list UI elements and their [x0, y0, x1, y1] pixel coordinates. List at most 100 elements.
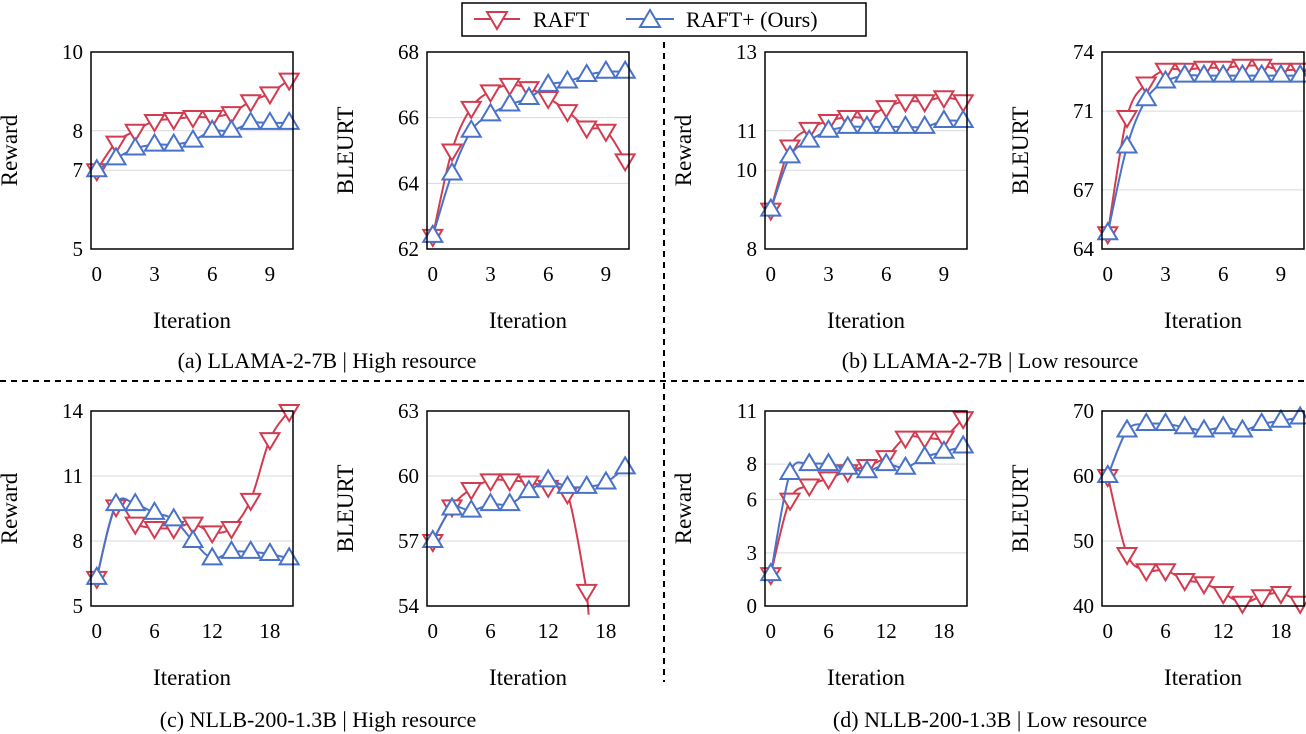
x-tick-label: 0 [428, 262, 439, 286]
y-tick-label: 11 [737, 399, 757, 423]
y-tick-label: 70 [1073, 399, 1094, 423]
x-tick-label: 12 [876, 619, 897, 643]
data-point-raftplus [778, 144, 802, 164]
plot-frame [764, 51, 968, 250]
plot-frame [426, 410, 630, 607]
y-tick-label: 7 [73, 158, 84, 182]
y-tick-label: 64 [398, 171, 420, 195]
data-point-raftplus [1096, 221, 1120, 241]
x-axis-label: Iteration [153, 308, 231, 333]
y-tick-label: 50 [1073, 529, 1094, 553]
chart-b-reward: 8 10 11 13 0 3 6 9 Iteration Reward [671, 40, 975, 333]
data-point-raft [536, 90, 560, 110]
y-axis-label: BLEURT [1008, 106, 1033, 194]
x-tick-label: 12 [538, 619, 559, 643]
y-tick-label: 74 [1073, 40, 1095, 64]
x-axis-label: Iteration [489, 308, 567, 333]
data-point-raft [1115, 547, 1139, 566]
series-line-raft [769, 417, 964, 575]
data-point-raftplus [440, 161, 464, 181]
x-tick-label: 18 [595, 619, 616, 643]
data-point-raftplus [181, 529, 205, 548]
data-point-raftplus [479, 492, 502, 512]
data-point-raft [594, 123, 618, 143]
plot-frame [90, 51, 294, 250]
data-point-raftplus [162, 507, 185, 527]
data-point-raft [181, 516, 205, 536]
y-tick-label: 5 [73, 237, 84, 261]
y-tick-label: 60 [1073, 464, 1094, 488]
data-point-raftplus [1154, 69, 1177, 89]
data-point-raftplus [459, 118, 483, 138]
data-point-raftplus [239, 539, 262, 559]
data-point-raft [498, 77, 521, 97]
data-point-raftplus [932, 108, 956, 128]
data-point-raft [277, 404, 301, 423]
y-tick-label: 62 [398, 237, 419, 261]
data-point-raft [575, 120, 598, 140]
data-point-raftplus [778, 461, 802, 481]
x-tick-label: 0 [92, 262, 103, 286]
data-point-raftplus [104, 492, 128, 512]
chart-b-bleurt: 64 67 71 74 0 3 6 9 Iteration BLEURT [1008, 40, 1306, 333]
x-tick-label: 9 [601, 262, 612, 286]
data-point-raftplus [123, 136, 147, 156]
y-tick-label: 11 [63, 464, 83, 488]
y-axis-label: Reward [0, 472, 22, 544]
data-point-raftplus [498, 492, 521, 512]
data-point-raftplus [913, 445, 936, 465]
data-point-raftplus [874, 452, 898, 472]
data-point-raft [459, 482, 483, 501]
plot-frame [1101, 410, 1305, 607]
data-point-raftplus [594, 470, 618, 490]
legend: RAFT RAFT+ (Ours) [461, 2, 867, 37]
legend-raftplus-marker [638, 8, 662, 28]
data-point-raft [894, 430, 917, 450]
data-point-raft [613, 153, 637, 173]
data-point-raftplus [836, 455, 859, 475]
data-point-raft [951, 94, 975, 114]
plot-frame [764, 410, 968, 607]
x-tick-label: 6 [543, 262, 554, 286]
data-point-raft [1154, 563, 1177, 583]
data-point-raftplus [123, 492, 147, 512]
data-point-raft [239, 492, 262, 512]
x-tick-label: 0 [1103, 619, 1114, 643]
x-tick-label: 0 [428, 619, 439, 643]
x-tick-label: 3 [823, 262, 834, 286]
y-tick-label: 10 [736, 158, 757, 182]
data-point-raft [1211, 586, 1235, 605]
data-point-raftplus [1269, 408, 1293, 428]
data-point-raftplus [200, 118, 224, 138]
data-point-raftplus [932, 439, 956, 459]
data-point-raftplus [1192, 418, 1216, 438]
data-point-raftplus [479, 102, 502, 122]
data-point-raft [1173, 573, 1196, 592]
data-point-raftplus [220, 118, 243, 138]
data-point-raftplus [200, 546, 224, 566]
data-point-raftplus [1211, 63, 1235, 83]
data-point-raftplus [1231, 418, 1254, 438]
data-point-raftplus [1115, 418, 1139, 438]
y-tick-label: 8 [73, 529, 84, 553]
data-point-raftplus [1173, 63, 1196, 83]
data-point-raft [932, 430, 956, 450]
data-point-raft [239, 94, 262, 114]
data-point-raftplus [220, 539, 243, 559]
data-point-raftplus [536, 468, 560, 488]
data-point-raftplus [517, 86, 541, 105]
data-point-raft [277, 72, 301, 92]
data-point-raftplus [951, 434, 975, 454]
x-axis-label: Iteration [827, 665, 905, 690]
data-point-raft [143, 113, 166, 133]
data-point-raft [479, 84, 502, 104]
data-point-raftplus [759, 197, 783, 217]
x-tick-label: 18 [259, 619, 280, 643]
data-point-raftplus [1288, 63, 1306, 83]
x-tick-label: 6 [881, 262, 892, 286]
plot-frame [426, 51, 630, 250]
x-tick-label: 18 [1270, 619, 1291, 643]
data-point-raft [951, 411, 975, 431]
data-point-raftplus [1134, 87, 1158, 107]
